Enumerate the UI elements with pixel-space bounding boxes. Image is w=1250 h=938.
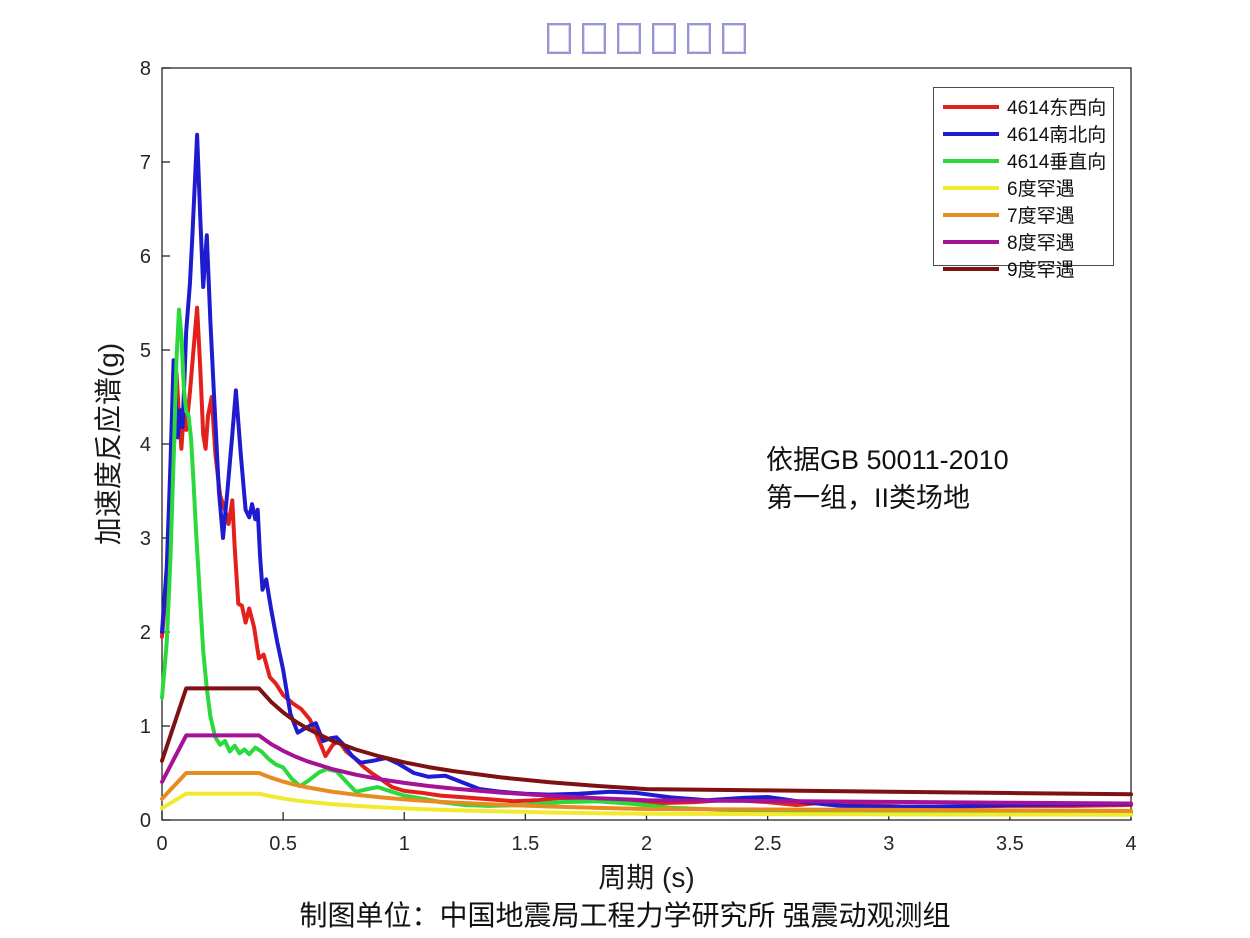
x-tick-label: 1.5 [511,833,539,855]
annotation-line-2: 第一组，II类场地 [766,483,971,513]
annotation-line-1: 依据GB 50011-2010 [766,445,1009,475]
code-annotation: 依据GB 50011-2010 第一组，II类场地 [766,441,1009,517]
x-axis-label: 周期 (s) [598,862,695,893]
series-line-3 [160,791,1133,817]
legend-line-swatch [943,239,999,244]
title-tofu-box [582,23,606,54]
figure-caption: 制图单位：中国地震局工程力学研究所 强震动观测组 [299,901,951,932]
legend-item-3: 6度罕遇 [934,174,1113,201]
legend-item-6: 9度罕遇 [934,255,1113,282]
title-tofu-box [617,23,641,54]
legend-label: 4614南北向 [1007,125,1107,146]
title-tofu-box [722,23,746,54]
title-tofu-box [652,23,676,54]
y-tick-label: 2 [140,622,151,644]
y-tick-label: 3 [140,528,151,550]
legend: 4614东西向 4614南北向 4614垂直向 6度罕遇 7度罕遇 8度罕遇 9度罕遇 [933,87,1114,281]
x-tick-label: 3.5 [996,833,1024,855]
x-tick-label: 0.5 [269,833,297,855]
legend-line-swatch [943,266,999,271]
y-tick-label: 7 [140,152,151,174]
series-line-2 [160,307,1133,816]
legend-label: 6度罕遇 [1007,179,1075,200]
title-tofu-box [687,23,711,54]
legend-label: 4614垂直向 [1007,152,1107,173]
legend-label: 4614东西向 [1007,98,1107,119]
y-tick-label: 8 [140,58,151,80]
title-tofu-box [547,23,571,54]
series-line-5 [160,733,1133,806]
legend-item-1: 4614南北向 [934,120,1113,147]
legend-item-5: 8度罕遇 [934,228,1113,255]
y-tick-label: 6 [140,246,151,268]
series-line-0 [160,305,1133,809]
legend-line-swatch [943,158,999,163]
x-tick-label: 2 [641,833,652,855]
x-tick-label: 1 [399,833,410,855]
chart-title-missing-glyphs [162,23,1131,54]
x-tick-label: 3 [883,833,894,855]
y-tick-label: 1 [140,716,151,738]
legend-item-0: 4614东西向 [934,93,1113,120]
legend-line-swatch [943,131,999,136]
series-line-4 [160,771,1133,813]
x-tick-label: 4 [1125,833,1136,855]
legend-line-swatch [943,212,999,217]
legend-item-4: 7度罕遇 [934,201,1113,228]
y-tick-label: 5 [140,340,151,362]
series-line-6 [160,686,1133,797]
legend-line-swatch [943,104,999,109]
legend-item-2: 4614垂直向 [934,147,1113,174]
legend-line-swatch [943,185,999,190]
y-tick-label: 4 [140,434,151,456]
x-tick-label: 0 [156,833,167,855]
legend-label: 7度罕遇 [1007,206,1075,227]
series-line-1 [160,132,1133,809]
y-tick-label: 0 [140,810,151,832]
legend-label: 9度罕遇 [1007,260,1075,281]
legend-label: 8度罕遇 [1007,233,1075,254]
x-tick-label: 2.5 [754,833,782,855]
y-axis-label: 加速度反应谱(g) [93,342,124,546]
